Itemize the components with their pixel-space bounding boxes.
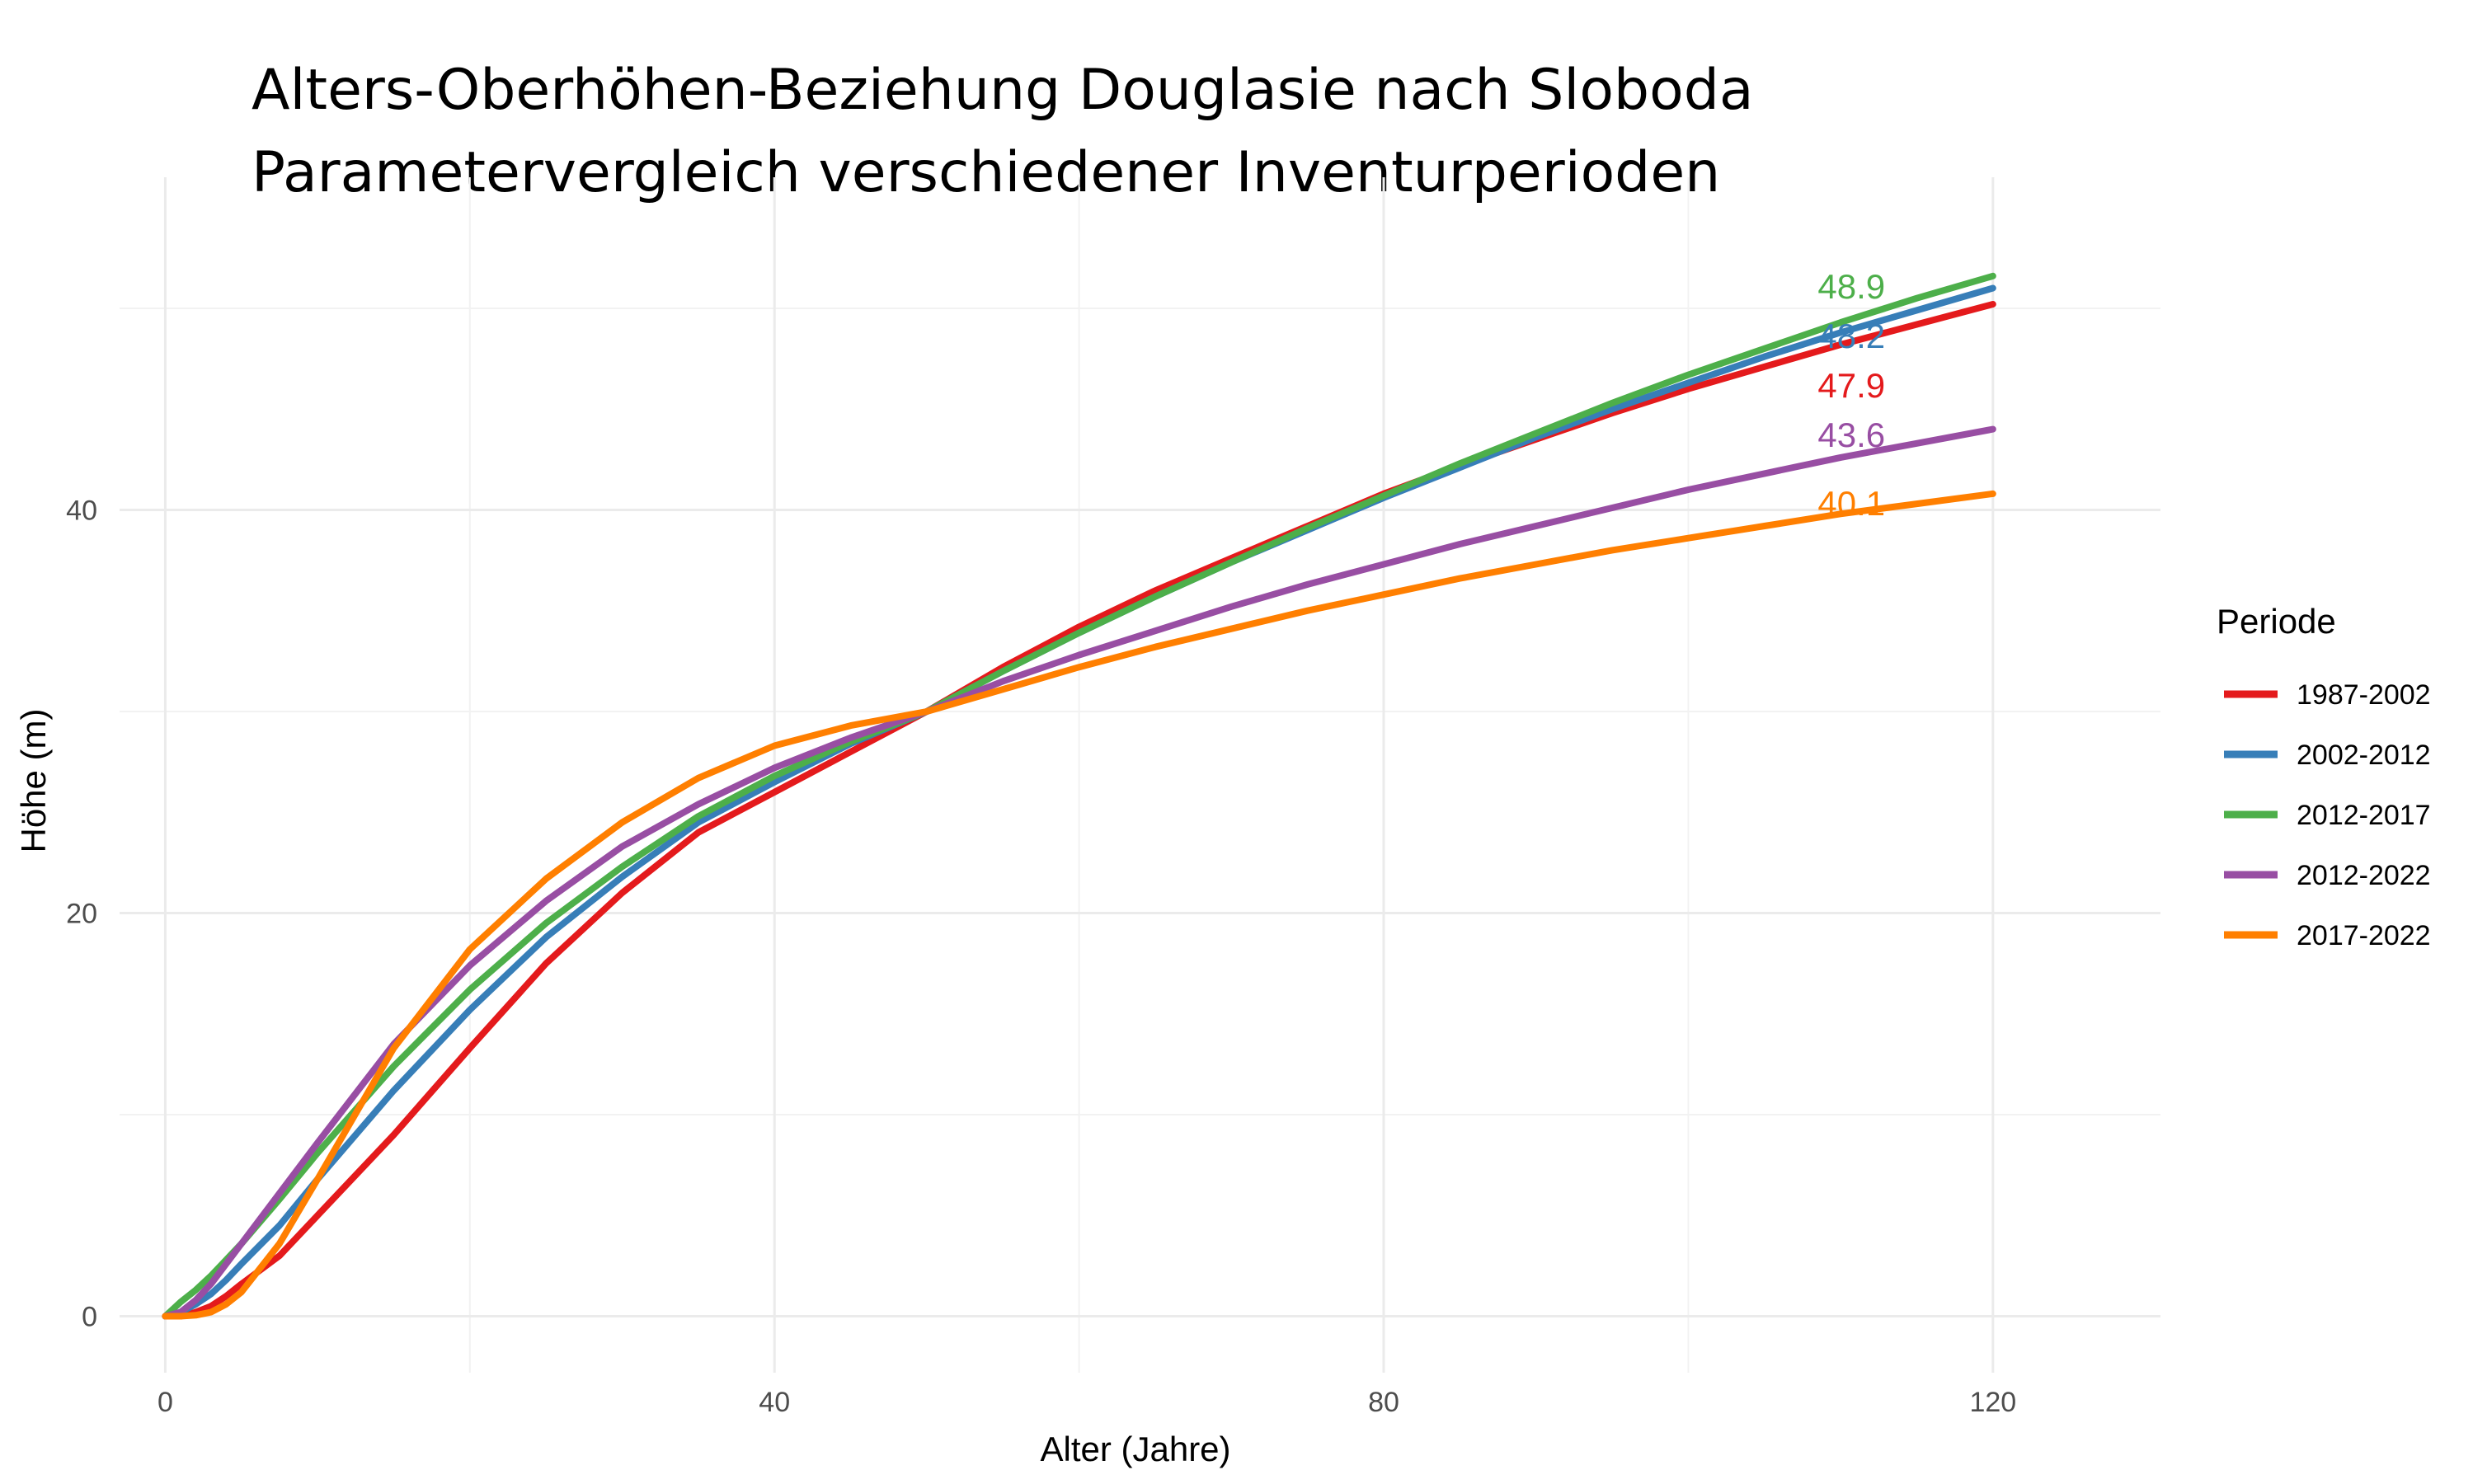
y-tick-labels: 0 20 40 <box>66 495 97 1332</box>
chart-subtitle: Parametervergleich verschiedener Inventu… <box>252 140 1720 205</box>
chart-title: Alters-Oberhöhen-Beziehung Douglasie nac… <box>252 58 1754 123</box>
x-tick-label: 0 <box>158 1387 173 1418</box>
series-lines <box>162 272 1996 1320</box>
end-label-2002-2012: 48.2 <box>1817 317 1885 355</box>
series-line-2017-2022 <box>162 490 1996 1320</box>
x-tick-label: 80 <box>1368 1387 1399 1418</box>
x-tick-label: 40 <box>759 1387 790 1418</box>
end-labels: 48.9 48.2 47.9 43.6 40.1 <box>1817 267 1885 523</box>
legend: Periode 1987-2002 2002-2012 2012-2017 2012-… <box>2217 602 2431 951</box>
legend-items: 1987-2002 2002-2012 2012-2017 2012-2022 2017… <box>2224 679 2431 951</box>
x-tick-label: 120 <box>1969 1387 2016 1418</box>
series-line-2012-2022 <box>162 425 1996 1320</box>
y-tick-label: 20 <box>66 898 97 929</box>
legend-label-2017-2022: 2017-2022 <box>2297 920 2431 951</box>
legend-label-1987-2002: 1987-2002 <box>2297 679 2431 711</box>
end-label-2012-2017: 48.9 <box>1817 267 1885 306</box>
x-tick-labels: 0 40 80 120 <box>158 1387 2016 1418</box>
y-tick-label: 0 <box>82 1302 97 1333</box>
x-axis-title: Alter (Jahre) <box>1040 1430 1230 1468</box>
end-label-2017-2022: 40.1 <box>1817 484 1885 523</box>
legend-title: Periode <box>2217 602 2336 641</box>
end-label-1987-2002: 47.9 <box>1817 366 1885 405</box>
end-label-2012-2022: 43.6 <box>1817 416 1885 454</box>
legend-label-2002-2012: 2002-2012 <box>2297 740 2431 771</box>
y-tick-label: 40 <box>66 495 97 526</box>
y-axis-title: Höhe (m) <box>14 708 53 852</box>
legend-label-2012-2022: 2012-2022 <box>2297 860 2431 891</box>
legend-label-2012-2017: 2012-2017 <box>2297 800 2431 831</box>
series-line-1987-2002 <box>162 301 1996 1320</box>
grid <box>120 177 2160 1373</box>
